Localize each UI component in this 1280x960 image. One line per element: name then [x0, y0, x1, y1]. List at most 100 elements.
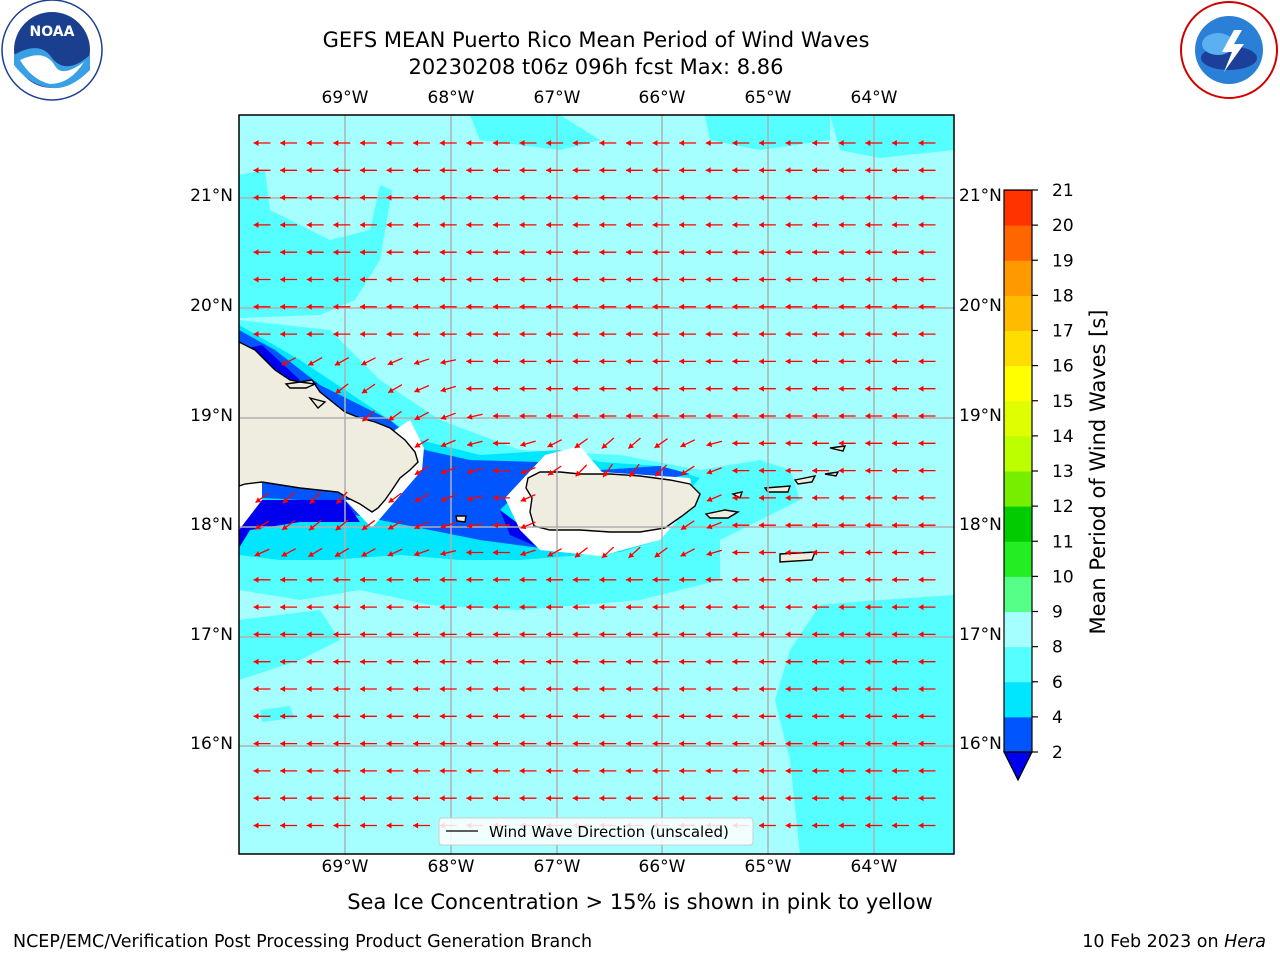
lon-tick-label-bottom: 66°W	[638, 857, 686, 877]
wave-direction-arrow	[333, 249, 351, 256]
wave-direction-arrow	[520, 467, 536, 475]
wave-direction-arrow	[865, 604, 883, 611]
wave-direction-arrow	[865, 658, 883, 665]
wave-direction-arrow	[440, 412, 456, 420]
wave-direction-arrow	[280, 576, 298, 583]
wave-direction-arrow	[280, 631, 298, 638]
wave-direction-arrow	[918, 822, 936, 829]
wave-direction-arrow	[599, 385, 617, 392]
colorbar-tick-label: 17	[1052, 322, 1074, 342]
wave-direction-arrow	[732, 167, 750, 174]
wave-direction-arrow	[386, 194, 404, 201]
wave-direction-arrow	[758, 740, 776, 747]
wave-direction-arrow	[306, 686, 324, 692]
wave-direction-arrow	[335, 383, 349, 395]
wave-direction-arrow	[413, 604, 431, 611]
wave-direction-arrow	[625, 576, 643, 583]
wave-direction-arrow	[439, 249, 457, 256]
wave-direction-arrow	[865, 522, 883, 529]
wave-direction-arrow	[652, 631, 670, 638]
wave-direction-arrow	[758, 631, 776, 638]
st-croix-island	[779, 551, 817, 563]
wave-direction-arrow	[281, 548, 296, 557]
wave-direction-arrow	[599, 331, 617, 338]
colorbar-segment	[1004, 681, 1032, 718]
wave-direction-arrow	[918, 767, 936, 774]
wave-direction-arrow	[625, 276, 643, 283]
wave-direction-arrow	[732, 331, 750, 338]
wave-direction-arrow	[891, 194, 909, 201]
wave-direction-arrow	[918, 795, 936, 802]
wave-direction-arrow	[413, 658, 431, 665]
wave-direction-arrow	[891, 686, 909, 692]
wave-direction-arrow	[280, 276, 298, 283]
mona-island	[455, 515, 467, 523]
wave-direction-arrow	[546, 249, 564, 256]
wave-direction-arrow	[891, 413, 909, 419]
colorbar-tick-label: 20	[1052, 216, 1074, 236]
wave-direction-arrow	[602, 463, 614, 478]
wave-direction-arrow	[361, 410, 375, 422]
wave-direction-arrow	[306, 221, 324, 228]
wave-direction-arrow	[439, 303, 457, 310]
wave-direction-arrow	[865, 467, 883, 474]
wave-direction-arrow	[359, 822, 377, 829]
wave-direction-arrow	[280, 713, 298, 720]
wave-direction-arrow	[785, 658, 803, 665]
wave-direction-arrow	[785, 686, 803, 692]
wave-direction-arrow	[732, 194, 750, 201]
wave-direction-arrow	[812, 249, 830, 256]
colorbar-tick-label: 21	[1052, 181, 1074, 201]
wave-direction-arrow	[838, 604, 856, 611]
wave-direction-arrow	[758, 767, 776, 774]
wave-direction-arrow	[439, 740, 457, 747]
wave-direction-arrow	[386, 631, 404, 638]
wave-direction-arrow	[466, 467, 483, 475]
wave-direction-arrow	[519, 658, 537, 665]
wave-direction-arrow	[758, 167, 776, 174]
wave-direction-arrow	[280, 221, 298, 228]
wave-direction-arrow	[812, 795, 830, 802]
wave-direction-arrow	[732, 522, 750, 529]
wave-direction-arrow	[785, 631, 803, 638]
wave-direction-arrow	[732, 385, 750, 392]
wave-direction-arrow	[386, 331, 404, 338]
wave-direction-arrow	[572, 167, 590, 174]
wave-direction-arrow	[838, 385, 856, 392]
wave-direction-arrow	[838, 740, 856, 747]
sea-ice-caption: Sea Ice Concentration > 15% is shown in …	[347, 890, 933, 914]
wave-direction-arrow	[306, 194, 324, 201]
wave-direction-arrow	[359, 576, 377, 583]
wave-direction-arrow	[732, 631, 750, 638]
colorbar-tick-label: 6	[1052, 673, 1063, 693]
wave-direction-arrow	[891, 795, 909, 802]
wave-direction-arrow	[652, 331, 670, 338]
wave-direction-arrow	[838, 494, 856, 501]
wave-direction-arrow	[838, 686, 856, 692]
wave-direction-arrow	[572, 631, 590, 638]
wave-direction-arrow	[732, 249, 750, 256]
wave-direction-arrow	[413, 249, 431, 256]
lon-tick-label-top: 68°W	[427, 88, 475, 108]
wave-direction-arrow	[520, 521, 536, 530]
wave-direction-arrow	[359, 167, 377, 174]
wave-direction-arrow	[333, 686, 351, 692]
wave-direction-arrow	[625, 303, 643, 310]
wave-direction-arrow	[758, 795, 776, 802]
wave-direction-arrow	[785, 194, 803, 201]
wave-direction-arrow	[519, 576, 537, 583]
wave-direction-arrow	[599, 604, 617, 611]
anegada-island	[829, 445, 847, 452]
wave-direction-arrow	[413, 631, 431, 638]
wave-direction-arrow	[918, 522, 936, 529]
wave-direction-arrow	[359, 767, 377, 774]
wave-direction-arrow	[439, 194, 457, 201]
wave-direction-arrow	[572, 413, 590, 419]
wave-direction-arrow	[280, 822, 298, 829]
colorbar-segment	[1004, 506, 1032, 542]
wave-direction-arrow	[413, 713, 431, 720]
wave-direction-arrow	[679, 249, 697, 256]
wave-direction-arrow	[386, 303, 404, 310]
wave-direction-arrow	[652, 767, 670, 774]
